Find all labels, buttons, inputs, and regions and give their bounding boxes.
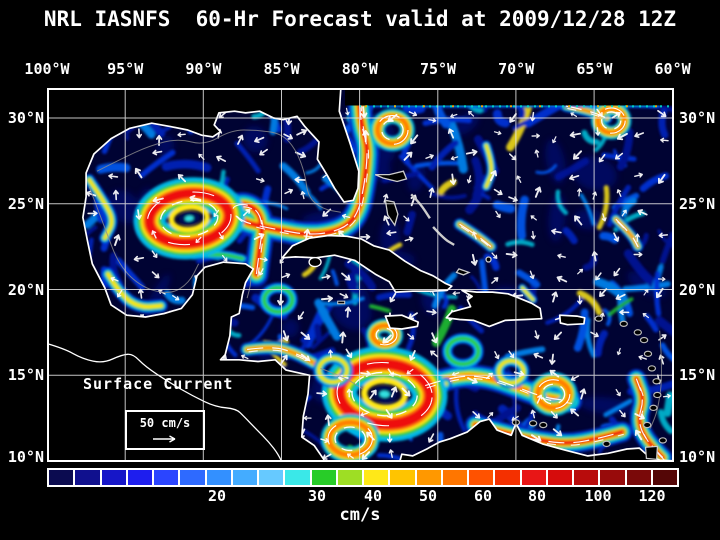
colorbar-tick-20: 20 — [207, 487, 227, 505]
lon-label-80W: 80°W — [341, 60, 378, 78]
lon-label-75W: 75°W — [419, 60, 457, 78]
legend-title: Surface Current — [83, 375, 234, 393]
lon-label-100W: 100°W — [24, 60, 70, 78]
land-hispaniola — [445, 289, 543, 328]
eddy-haiti-swirl — [441, 333, 484, 370]
eddy-hispaniola-south-swirl — [493, 354, 530, 389]
colorbar-cell — [652, 470, 677, 485]
colorbar-cell — [127, 470, 152, 485]
band-campeche-swirl — [106, 272, 163, 309]
eddy-windward-swirl — [313, 352, 353, 388]
eddy-gulf-stream-eddy — [370, 108, 415, 152]
land-puerto-rico — [558, 314, 586, 326]
eddy-panama-colombia-gyre — [320, 414, 380, 462]
colorbar-cell — [259, 470, 284, 485]
colorbar-cell — [364, 470, 389, 485]
lat-label-right-15N: 15°N — [679, 366, 716, 384]
colorbar-cell — [469, 470, 494, 485]
scale-arrow-icon — [153, 435, 176, 443]
map-border — [47, 88, 674, 462]
eddy-bermuda-eddy — [591, 101, 632, 140]
colorbar-cell — [75, 470, 100, 485]
colorbar-units: cm/s — [339, 505, 381, 525]
colorbar-cell — [180, 470, 205, 485]
isle-of-youth — [308, 256, 322, 268]
lat-label-right-20N: 20°N — [679, 281, 716, 299]
nodata-region — [345, 88, 674, 106]
colorbar-tick-50: 50 — [418, 487, 438, 505]
colorbar-cell — [600, 470, 625, 485]
lon-label-85W: 85°W — [263, 60, 300, 78]
eddy-lesser-antilles-eddy — [529, 372, 578, 417]
colorbar-cell — [206, 470, 231, 485]
bathymetry-contours — [88, 129, 662, 429]
colorbar-cell — [49, 470, 74, 485]
lat-label-right-10N: 10°N — [679, 448, 716, 466]
cayman-islands — [337, 300, 346, 305]
colorbar-cell — [285, 470, 310, 485]
band-atlantic-green-streak — [484, 144, 493, 188]
land-trinidad — [644, 445, 659, 460]
lat-label-left-30N: 30°N — [7, 109, 44, 127]
colorbar-cell — [337, 470, 362, 485]
lat-label-left-20N: 20°N — [7, 281, 44, 299]
colorbar-tick-60: 60 — [473, 487, 493, 505]
lon-label-65W: 65°W — [576, 60, 613, 78]
land-cuba — [281, 234, 453, 293]
lon-label-60W: 60°W — [654, 60, 691, 78]
scale-value-label: 50 cm/s — [139, 416, 191, 430]
colorbar — [47, 468, 679, 487]
lat-label-left-10N: 10°N — [7, 448, 44, 466]
colorbar-cell — [311, 470, 336, 485]
colorbar-cell — [521, 470, 546, 485]
eddy-sw-caribbean-eddy — [321, 346, 448, 442]
lat-label-left-25N: 25°N — [7, 195, 44, 213]
scale-legend-box: 50 cm/s — [125, 410, 205, 450]
colorbar-tick-100: 100 — [584, 487, 612, 505]
eddy-loop-current-eddy — [133, 177, 245, 260]
streamlines — [146, 102, 665, 461]
colorbar-cell — [547, 470, 572, 485]
colorbar-tick-80: 80 — [527, 487, 547, 505]
lon-label-70W: 70°W — [498, 60, 535, 78]
colorbar-tick-40: 40 — [363, 487, 383, 505]
lon-label-95W: 95°W — [107, 60, 144, 78]
colorbar-cell — [442, 470, 467, 485]
colorbar-cell — [626, 470, 651, 485]
colorbar-tick-30: 30 — [307, 487, 327, 505]
lat-label-right-30N: 30°N — [679, 109, 716, 127]
band-west-gulf-arc — [87, 178, 114, 240]
colorbar-tick-120: 120 — [638, 487, 666, 505]
lon-label-90W: 90°W — [185, 60, 222, 78]
colorbar-cell — [154, 470, 179, 485]
colorbar-cell — [232, 470, 257, 485]
eddy-cayman-swirl — [258, 282, 298, 318]
bahamas — [374, 170, 492, 276]
surface-current-map — [47, 88, 674, 462]
figure-title: NRL IASNFS 60-Hr Forecast valid at 2009/… — [43, 7, 677, 31]
pacific-coastline — [47, 342, 283, 462]
colorbar-cell — [574, 470, 599, 485]
lat-lon-grid — [47, 88, 674, 462]
colorbar-cell — [101, 470, 126, 485]
land-jamaica — [384, 314, 420, 330]
colorbar-cell — [390, 470, 415, 485]
colorbar-cell — [495, 470, 520, 485]
lat-label-left-15N: 15°N — [7, 366, 44, 384]
colorbar-cell — [416, 470, 441, 485]
lat-label-right-25N: 25°N — [679, 195, 716, 213]
